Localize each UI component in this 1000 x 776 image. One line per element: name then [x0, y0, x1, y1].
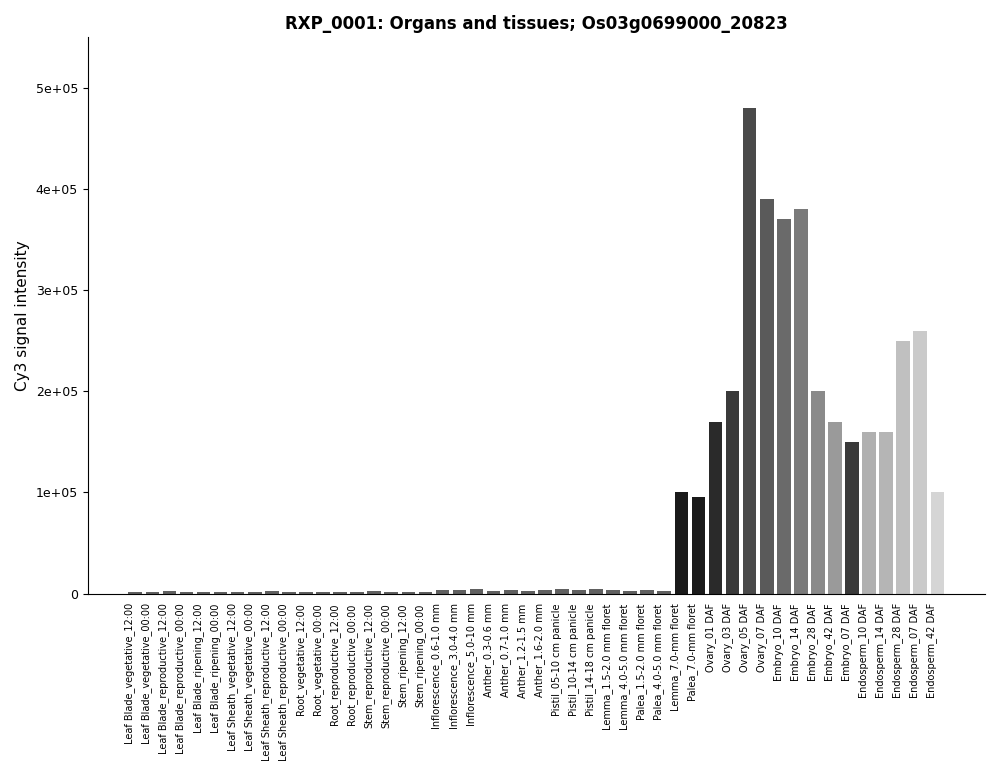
Bar	[487, 591, 500, 594]
Bar	[913, 331, 927, 594]
Bar	[470, 590, 483, 594]
Bar	[128, 591, 142, 594]
Y-axis label: Cy3 signal intensity: Cy3 signal intensity	[15, 240, 30, 391]
Bar	[879, 431, 893, 594]
Bar	[555, 590, 569, 594]
Bar	[811, 391, 825, 594]
Bar	[640, 591, 654, 594]
Bar	[384, 592, 398, 594]
Title: RXP_0001: Organs and tissues; Os03g0699000_20823: RXP_0001: Organs and tissues; Os03g06990…	[285, 15, 788, 33]
Bar	[146, 592, 159, 594]
Bar	[180, 592, 193, 594]
Bar	[367, 591, 381, 594]
Bar	[333, 591, 347, 594]
Bar	[726, 391, 739, 594]
Bar	[623, 591, 637, 594]
Bar	[316, 592, 330, 594]
Bar	[743, 108, 756, 594]
Bar	[419, 592, 432, 594]
Bar	[504, 591, 518, 594]
Bar	[265, 591, 279, 594]
Bar	[453, 590, 466, 594]
Bar	[931, 493, 944, 594]
Bar	[402, 591, 415, 594]
Bar	[538, 590, 552, 594]
Bar	[163, 591, 176, 594]
Bar	[282, 592, 296, 594]
Bar	[709, 421, 722, 594]
Bar	[299, 591, 313, 594]
Bar	[197, 591, 210, 594]
Bar	[606, 591, 620, 594]
Bar	[521, 591, 535, 594]
Bar	[675, 493, 688, 594]
Bar	[896, 341, 910, 594]
Bar	[436, 591, 449, 594]
Bar	[828, 421, 842, 594]
Bar	[350, 592, 364, 594]
Bar	[794, 210, 808, 594]
Bar	[214, 592, 227, 594]
Bar	[248, 592, 262, 594]
Bar	[692, 497, 705, 594]
Bar	[760, 199, 774, 594]
Bar	[572, 590, 586, 594]
Bar	[862, 431, 876, 594]
Bar	[845, 442, 859, 594]
Bar	[589, 589, 603, 594]
Bar	[657, 591, 671, 594]
Bar	[231, 592, 244, 594]
Bar	[777, 220, 791, 594]
